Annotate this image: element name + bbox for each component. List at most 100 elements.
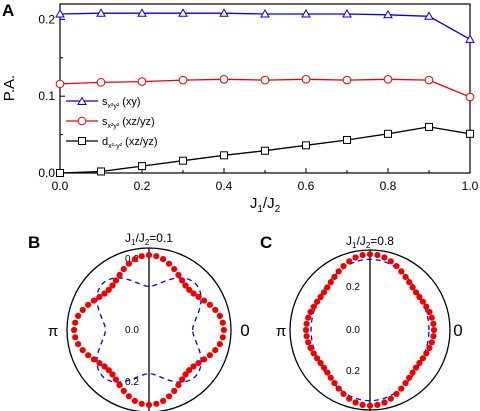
- polar-data-point: [206, 352, 213, 359]
- panel-b-title: J1/J2=0.1: [125, 231, 173, 247]
- data-point-circle: [55, 79, 65, 89]
- polar-data-point: [72, 334, 79, 341]
- polar-data-point: [175, 271, 182, 278]
- legend-label-d-xzyz: dx²-y² (xz/yz): [102, 136, 158, 150]
- polar-data-point: [430, 333, 437, 340]
- data-point-triangle: [219, 8, 229, 17]
- polar-data-point: [393, 390, 400, 397]
- polar-data-point: [320, 289, 328, 296]
- polar-data-point: [381, 399, 388, 406]
- data-point-square: [261, 146, 269, 155]
- polar-data-point: [340, 390, 347, 397]
- y-tick-label: 0.0: [38, 166, 55, 180]
- polar-data-point: [307, 344, 314, 352]
- polar-data-point: [90, 356, 97, 363]
- polar-data-point: [195, 293, 202, 300]
- panel-b-rtick-center: 0.0: [125, 325, 139, 336]
- polar-data-point: [153, 253, 160, 260]
- polar-data-point: [120, 266, 127, 273]
- polar-data-point: [79, 306, 86, 313]
- polar-data-point: [112, 376, 119, 383]
- polar-data-point: [201, 297, 208, 304]
- panel-a-legend: sx²y² (xy) sx²y² (xz/yz) dx²-y² (xz/yz): [66, 96, 158, 150]
- data-point-square: [179, 156, 187, 165]
- x-tick-label: 0.6: [298, 179, 315, 193]
- x-tick-label: 0.0: [52, 179, 69, 193]
- polar-data-point: [190, 363, 197, 370]
- polar-data-point: [85, 301, 92, 308]
- polar-data-point: [402, 273, 409, 280]
- polar-data-point: [327, 374, 334, 381]
- polar-data-point: [175, 382, 182, 389]
- data-point-circle: [342, 75, 352, 85]
- panel-c-rtick-center: 0.0: [346, 325, 360, 336]
- data-point-triangle: [424, 11, 434, 20]
- data-point-circle: [260, 75, 270, 85]
- polar-data-point: [335, 268, 342, 275]
- polar-data-point: [72, 319, 79, 326]
- polar-data-point: [335, 385, 342, 392]
- polar-data-point: [71, 326, 78, 334]
- polar-data-point: [416, 293, 423, 301]
- polar-data-point: [409, 284, 416, 291]
- polar-data-point: [186, 286, 193, 293]
- polar-data-point: [340, 263, 347, 270]
- polar-data-point: [179, 376, 186, 383]
- panel-c-rtick-top: 0.2: [346, 282, 360, 293]
- polar-data-point: [426, 308, 433, 316]
- data-point-triangle: [301, 8, 311, 18]
- polar-data-point: [116, 382, 123, 389]
- x-tick-label: 0.4: [216, 179, 233, 193]
- polar-data-point: [324, 369, 331, 376]
- panel-c-plot: [302, 251, 438, 409]
- data-point-triangle: [137, 8, 147, 17]
- polar-data-point: [105, 367, 112, 374]
- data-point-circle: [178, 75, 188, 85]
- polar-data-point: [182, 371, 189, 378]
- data-point-circle: [219, 74, 229, 84]
- data-point-circle: [465, 92, 475, 102]
- panel-b-letter: B: [28, 233, 40, 252]
- polar-data-point: [412, 364, 420, 371]
- polar-data-point: [302, 326, 310, 334]
- polar-data-point: [398, 268, 405, 275]
- polar-data-point: [145, 401, 153, 408]
- polar-data-point: [314, 355, 321, 362]
- polar-data-point: [182, 282, 189, 289]
- data-point-square: [384, 129, 392, 138]
- polar-data-point: [160, 256, 167, 263]
- polar-data-point: [428, 314, 435, 321]
- polar-data-point: [109, 282, 116, 289]
- polar-data-point: [374, 252, 381, 259]
- panel-b-plot: [71, 252, 227, 408]
- polar-data-point: [105, 286, 112, 293]
- panel-c-angle-label-pi: π: [276, 323, 286, 340]
- polar-data-point: [75, 341, 82, 348]
- panel-c-angle-label-zero: 0: [453, 321, 462, 340]
- polar-data-point: [419, 355, 426, 362]
- panel-a-y-axis: 0.0 0.1 0.2: [38, 12, 65, 180]
- polar-data-point: [305, 339, 312, 346]
- data-point-circle: [301, 74, 311, 84]
- polar-data-point: [101, 290, 108, 297]
- x-tick-label: 0.2: [134, 179, 151, 193]
- polar-data-point: [116, 271, 123, 278]
- polar-data-point: [317, 293, 324, 301]
- data-point-triangle: [260, 8, 270, 18]
- y-tick-label: 0.1: [38, 89, 55, 103]
- polar-data-point: [310, 350, 317, 357]
- polar-data-point: [426, 344, 433, 352]
- polar-data-point: [138, 253, 145, 260]
- polar-data-point: [303, 333, 310, 340]
- data-point-circle: [424, 75, 434, 85]
- polar-data-point: [138, 400, 145, 407]
- polar-data-point: [220, 326, 227, 334]
- polar-data-point: [374, 401, 381, 408]
- polar-data-point: [153, 400, 160, 407]
- polar-data-point: [120, 387, 127, 394]
- data-point-square: [466, 129, 474, 138]
- polar-data-point: [179, 277, 186, 284]
- data-point-square: [97, 167, 105, 176]
- polar-data-point: [423, 350, 430, 357]
